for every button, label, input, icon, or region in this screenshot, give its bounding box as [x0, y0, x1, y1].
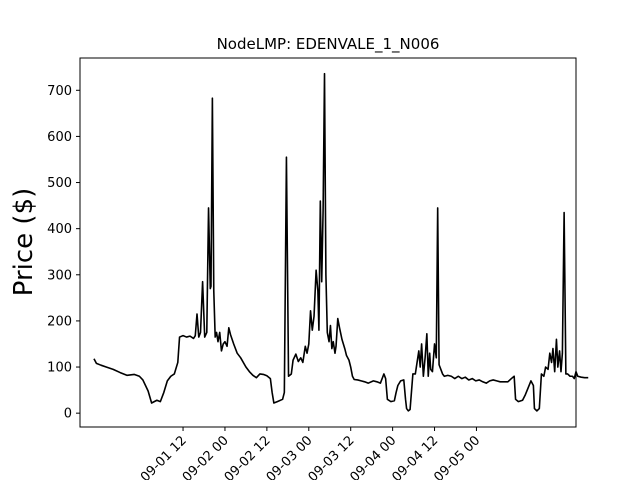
y-tick-label: 600: [47, 130, 72, 145]
y-tick-label: 500: [47, 176, 72, 191]
plot-area: [79, 57, 589, 428]
chart-title: NodeLMP: EDENVALE_1_N006: [217, 35, 440, 54]
y-axis-label: Price ($): [9, 188, 39, 297]
y-tick-label: 400: [47, 222, 72, 237]
y-tick-label: 200: [47, 314, 72, 329]
y-tick-label: 100: [47, 361, 72, 376]
y-tick-label: 0: [64, 407, 72, 422]
y-tick-label: 700: [47, 84, 72, 99]
y-tick-label: 300: [47, 268, 72, 283]
series-line: [93, 72, 589, 412]
y-axis: 0 100 200 300 400 500 600 700: [47, 84, 80, 422]
plot-frame: [79, 57, 577, 428]
